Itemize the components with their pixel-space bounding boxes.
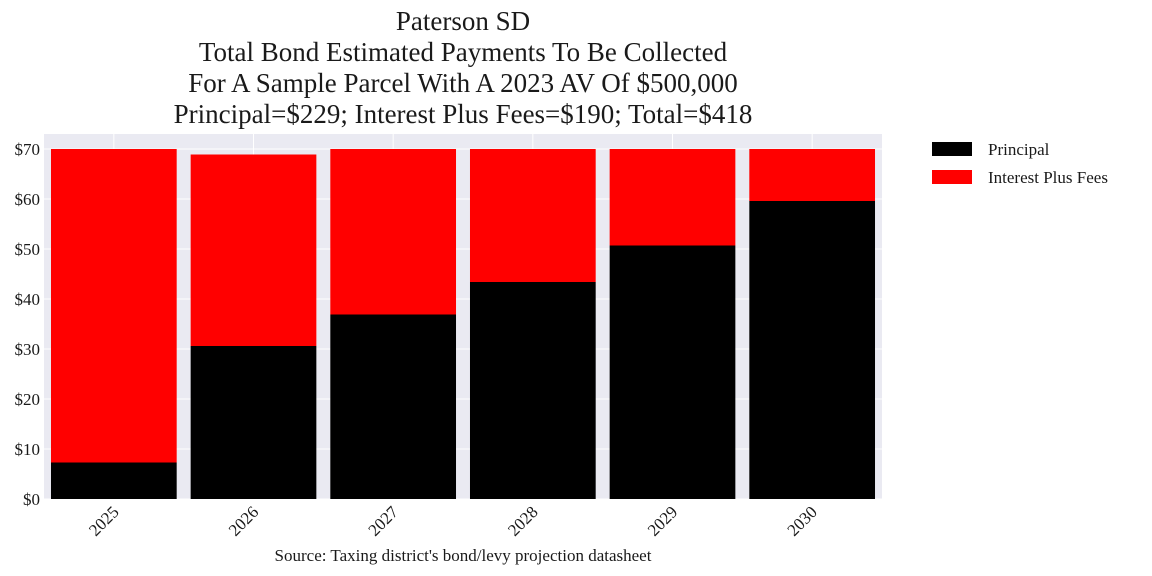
bar-principal — [330, 314, 457, 499]
y-tick-label: $20 — [15, 390, 41, 409]
bar-interest-plus-fees — [330, 149, 457, 315]
legend-swatch — [932, 142, 972, 156]
x-axis: 2025 2026 2027 2028 2029 2030 — [85, 502, 821, 540]
chart-title-line: Principal=$229; Interest Plus Fees=$190;… — [174, 99, 753, 129]
y-tick-label: $50 — [15, 240, 41, 259]
chart-title-line: Paterson SD — [396, 6, 530, 36]
bar-principal — [190, 346, 317, 499]
legend-label: Principal — [988, 140, 1050, 159]
bar-principal — [609, 245, 736, 499]
legend-label: Interest Plus Fees — [988, 168, 1108, 187]
x-tick-label: 2027 — [365, 502, 403, 540]
bar-interest-plus-fees — [469, 149, 596, 282]
bar-interest-plus-fees — [190, 154, 317, 346]
y-tick-label: $40 — [15, 290, 41, 309]
bar-interest-plus-fees — [50, 149, 177, 463]
bars — [50, 149, 876, 499]
y-axis: $0 $10 $20 $30 $40 $50 $60 $70 — [15, 140, 41, 509]
chart-title-line: For A Sample Parcel With A 2023 AV Of $5… — [188, 68, 737, 98]
bar-principal — [469, 282, 596, 499]
chart-title-line: Total Bond Estimated Payments To Be Coll… — [199, 37, 728, 67]
y-tick-label: $70 — [15, 140, 41, 159]
source-note: Source: Taxing district's bond/levy proj… — [275, 546, 652, 565]
y-tick-label: $60 — [15, 190, 41, 209]
bar-interest-plus-fees — [749, 149, 876, 201]
x-tick-label: 2030 — [784, 502, 821, 539]
bar-interest-plus-fees — [609, 149, 736, 246]
x-tick-label: 2026 — [225, 502, 262, 539]
y-tick-label: $10 — [15, 440, 41, 459]
plot-area — [44, 134, 882, 499]
bar-principal — [50, 462, 177, 499]
x-tick-label: 2025 — [85, 502, 122, 539]
x-tick-label: 2029 — [644, 502, 681, 539]
bar-principal — [749, 201, 876, 499]
x-tick-label: 2028 — [504, 502, 541, 539]
y-tick-label: $30 — [15, 340, 41, 359]
legend: Principal Interest Plus Fees — [932, 140, 1108, 187]
y-tick-label: $0 — [23, 490, 40, 509]
legend-swatch — [932, 170, 972, 184]
